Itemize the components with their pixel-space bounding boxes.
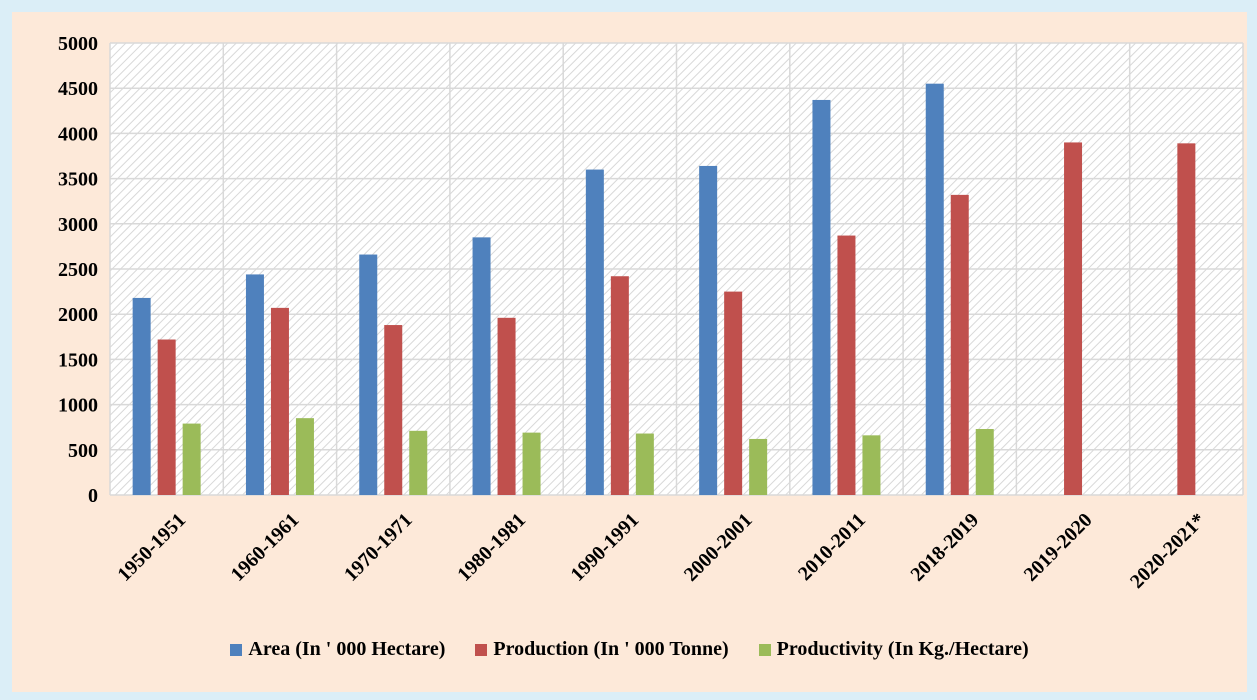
bar-productivity-1950-1951 — [182, 423, 201, 495]
legend-swatch — [230, 643, 243, 656]
bar-production-2000-2001 — [724, 291, 743, 495]
bar-area-1990-1991 — [585, 169, 604, 495]
x-tick-label: 1950-1951 — [113, 509, 190, 586]
bar-area-1980-1981 — [472, 237, 491, 496]
x-tick-label: 1990-1991 — [567, 509, 644, 586]
x-tick-label: 2000-2001 — [680, 509, 757, 586]
bar-productivity-1980-1981 — [522, 432, 541, 495]
x-tick-label: 2019-2020 — [1020, 509, 1097, 586]
y-axis-ticks: 0 500 1000 1500 2000 2500 3000 3500 4000 4500 5000 — [58, 33, 98, 507]
bar-chart: 0 500 1000 1500 2000 2500 3000 3500 4000 4500 5000… — [58, 33, 1244, 593]
bar-production-2019-2020 — [1064, 142, 1083, 495]
y-tick-label: 500 — [68, 440, 98, 462]
y-tick-label: 0 — [88, 485, 98, 507]
y-tick-label: 2500 — [58, 259, 98, 281]
y-tick-label: 2000 — [58, 304, 98, 326]
legend-label: Productivity (In Kg./Hectare) — [776, 638, 1029, 660]
bar-area-2000-2001 — [699, 165, 718, 495]
bar-productivity-2018-2019 — [975, 429, 994, 495]
grid-lines — [109, 42, 1244, 496]
y-tick-label: 4000 — [58, 123, 98, 145]
bar-production-1970-1971 — [384, 325, 403, 495]
legend-label: Area (In ' 000 Hectare) — [248, 638, 446, 660]
y-tick-label: 1500 — [58, 349, 98, 371]
x-tick-label: 2018-2019 — [906, 509, 983, 586]
legend: Area (In ' 000 Hectare) Production (In ' … — [12, 638, 1247, 661]
y-tick-label: 1000 — [58, 395, 98, 417]
bar-area-2010-2011 — [812, 99, 831, 496]
bar-productivity-2010-2011 — [862, 435, 881, 495]
bar-production-1950-1951 — [157, 339, 176, 495]
bar-production-2020-2021* — [1177, 143, 1196, 495]
bar-area-1950-1951 — [132, 297, 151, 495]
bar-area-1960-1961 — [245, 274, 264, 495]
bar-productivity-1990-1991 — [635, 433, 654, 495]
bar-production-1990-1991 — [610, 276, 629, 495]
bar-area-1970-1971 — [359, 254, 378, 495]
x-tick-label: 1970-1971 — [340, 509, 417, 586]
y-tick-label: 3500 — [58, 169, 98, 191]
bar-area-2018-2019 — [925, 83, 944, 496]
bar-productivity-1970-1971 — [409, 430, 428, 495]
bar-productivity-1960-1961 — [295, 418, 314, 495]
bar-production-1960-1961 — [270, 307, 289, 495]
bar-production-1980-1981 — [497, 317, 516, 495]
legend-label: Production (In ' 000 Tonne) — [493, 638, 729, 660]
legend-item: Production (In ' 000 Tonne) — [475, 638, 729, 661]
bar-production-2018-2019 — [950, 194, 969, 495]
x-tick-label: 2020-2021* — [1126, 509, 1210, 593]
legend-item: Productivity (In Kg./Hectare) — [758, 638, 1029, 661]
x-axis-ticks: 1950-1951 1960-1961 1970-1971 1980-1981 1990… — [113, 509, 1210, 593]
bar-production-2010-2011 — [837, 235, 856, 495]
legend-swatch — [475, 643, 488, 656]
legend-swatch — [758, 643, 771, 656]
bar-productivity-2000-2001 — [749, 438, 768, 495]
x-tick-label: 1960-1961 — [227, 509, 304, 586]
legend-item: Area (In ' 000 Hectare) — [230, 638, 445, 661]
x-tick-label: 1980-1981 — [453, 509, 530, 586]
x-tick-label: 2010-2011 — [794, 509, 870, 585]
chart-frame: 0 500 1000 1500 2000 2500 3000 3500 4000 4500 5000… — [12, 12, 1247, 692]
y-tick-label: 5000 — [58, 33, 98, 55]
y-tick-label: 3000 — [58, 214, 98, 236]
bars — [132, 83, 1196, 496]
y-tick-label: 4500 — [58, 78, 98, 100]
